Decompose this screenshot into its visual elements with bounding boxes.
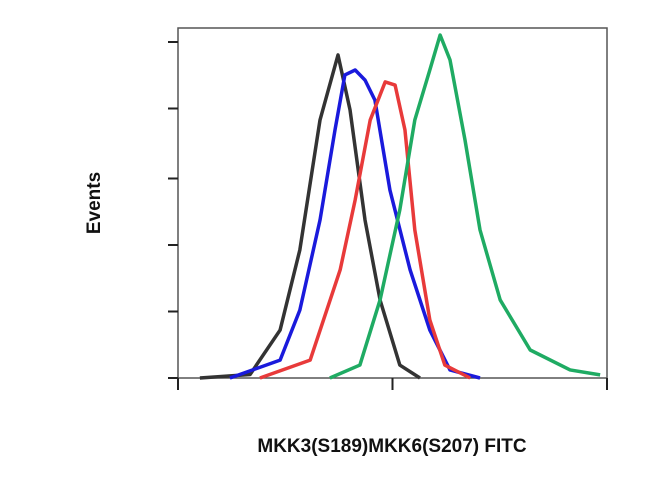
histogram-line [259,80,471,380]
x-axis-label: MKK3(S189)MKK6(S207) FITC [257,436,526,457]
histogram-line [199,53,421,380]
histogram-line [329,33,601,380]
histogram-line [229,68,481,380]
y-axis-label: Events [84,172,105,234]
